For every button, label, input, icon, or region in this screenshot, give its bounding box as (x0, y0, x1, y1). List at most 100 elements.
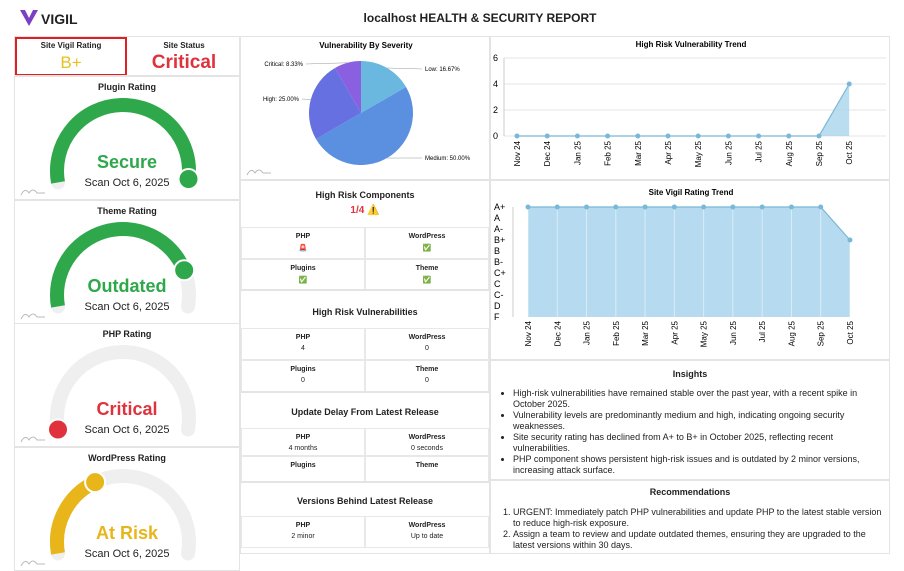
x-tick-label: May 25 (700, 320, 709, 347)
report-title: localhost HEALTH & SECURITY REPORT (300, 11, 660, 25)
y-tick-label: A- (494, 224, 503, 234)
point (726, 134, 731, 139)
point (515, 134, 520, 139)
page: VIGIL localhost HEALTH & SECURITY REPORT… (0, 0, 904, 554)
x-tick-label: Apr 25 (670, 320, 679, 344)
point (760, 205, 765, 210)
x-tick-label: Dec 24 (553, 320, 562, 346)
cell-label: Plugins (242, 265, 364, 272)
point (666, 134, 671, 139)
panel-title: Update Delay From Latest Release (241, 407, 489, 417)
cell-label: Theme (366, 265, 488, 272)
chart-title: Vulnerability By Severity (319, 41, 413, 50)
cell-value: ✅ (366, 244, 488, 252)
cell-label: WordPress (366, 434, 488, 441)
insight: PHP component shows persistent high-risk… (513, 454, 883, 476)
leader-line (302, 99, 311, 100)
grid-cell: WordPress✅ (365, 227, 489, 259)
x-tick-label: Mar 25 (634, 140, 643, 165)
status-label: Site Status (127, 41, 240, 50)
y-tick-label: 0 (493, 131, 498, 141)
y-tick-label: B- (494, 257, 503, 267)
gauge-scan: Scan Oct 6, 2025 (15, 177, 239, 189)
grid-cell: Theme 0 (365, 360, 489, 392)
cell-label: Theme (366, 366, 488, 373)
cell-value: 0 (366, 345, 488, 352)
cell-value: 🚨 (242, 244, 364, 252)
recommendation: Assign a team to review and update outda… (513, 529, 885, 551)
point (643, 205, 648, 210)
point (847, 82, 852, 87)
recommendation: URGENT: Immediately patch PHP vulnerabil… (513, 507, 885, 529)
x-tick-label: Jul 25 (758, 320, 767, 342)
leader-line (306, 63, 348, 64)
cell-label: PHP (242, 334, 364, 341)
status: Critical (127, 52, 240, 74)
insights-list: High-risk vulnerabilities have remained … (491, 388, 883, 476)
y-tick-label: D (494, 301, 501, 311)
grid-cell: PHP 4 (241, 328, 365, 360)
x-tick-label: Sep 25 (817, 320, 826, 346)
panel-title: High Risk Vulnerabilities (241, 307, 489, 317)
point (575, 134, 580, 139)
y-tick-label: A+ (494, 202, 505, 212)
slice-label: Critical: 8.33% (264, 62, 303, 68)
recommendations-panel: Recommendations URGENT: Immediately patc… (490, 480, 890, 554)
panel-title: Versions Behind Latest Release (241, 496, 489, 506)
slice-label: High: 25.00% (263, 97, 300, 103)
grid-cell: Theme✅ (365, 259, 489, 290)
point (672, 205, 677, 210)
x-tick-label: Nov 24 (513, 140, 522, 166)
grid-cell: Theme (365, 456, 489, 482)
sparkline-icon (21, 314, 45, 319)
sparkline-icon (247, 170, 271, 175)
components-panel: High Risk Components 1/4 ⚠️ PHP🚨WordPres… (240, 180, 490, 290)
cell-value: 4 (242, 345, 364, 352)
insight: Vulnerability levels are predominantly m… (513, 410, 883, 432)
point (605, 134, 610, 139)
x-tick-label: Feb 25 (612, 320, 621, 345)
point (818, 205, 823, 210)
cell-value: 0 (366, 377, 488, 384)
point (613, 205, 618, 210)
point (555, 205, 560, 210)
rating-label: Site Vigil Rating (15, 41, 127, 50)
rating: B+ (15, 53, 127, 73)
y-tick-label: B+ (494, 235, 505, 245)
cell-value: 0 seconds (366, 445, 488, 452)
x-tick-label: Apr 25 (664, 140, 673, 164)
point (786, 134, 791, 139)
slice-label: Medium: 50.00% (425, 156, 471, 162)
x-tick-label: Sep 25 (815, 140, 824, 166)
panel-title: Insights (491, 369, 889, 379)
x-tick-label: Feb 25 (604, 140, 613, 165)
panel-title: High Risk Components (241, 190, 489, 200)
panel-title: Recommendations (491, 487, 889, 497)
summary: Site Vigil Rating B+ Site Status Critica… (14, 36, 240, 76)
point (730, 205, 735, 210)
gauge-status: Secure (15, 152, 239, 173)
grid-cell: WordPress 0 seconds (365, 428, 489, 456)
x-tick-label: Aug 25 (785, 140, 794, 166)
x-tick-label: Jun 25 (724, 140, 733, 165)
cell-label: PHP (242, 522, 364, 529)
sparkline-icon (21, 190, 45, 195)
sparkline-icon (21, 437, 45, 442)
components-summary: 1/4 ⚠️ (241, 205, 489, 216)
chart-title: Site Vigil Rating Trend (649, 188, 734, 197)
x-tick-label: Oct 25 (845, 140, 854, 164)
y-tick-label: B (494, 246, 500, 256)
gauge-status: At Risk (15, 523, 239, 544)
line-chart: Site Vigil Rating TrendA+AA-B+BB-C+CC-DF… (491, 181, 890, 360)
cell-value: 4 months (242, 445, 364, 452)
